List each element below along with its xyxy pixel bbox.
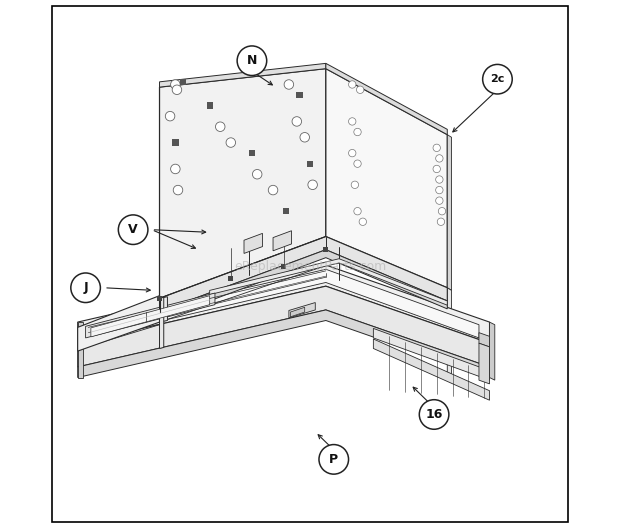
Polygon shape	[273, 231, 291, 251]
Circle shape	[226, 138, 236, 147]
Polygon shape	[289, 303, 316, 318]
Circle shape	[170, 164, 180, 174]
Polygon shape	[210, 259, 447, 305]
Circle shape	[351, 181, 358, 188]
Bar	[283, 208, 290, 214]
Polygon shape	[78, 265, 490, 343]
Bar	[249, 150, 255, 156]
Bar	[307, 161, 313, 167]
Circle shape	[319, 445, 348, 474]
Polygon shape	[159, 69, 326, 298]
Circle shape	[359, 218, 366, 225]
Circle shape	[436, 197, 443, 204]
Circle shape	[354, 160, 361, 167]
Polygon shape	[479, 333, 490, 347]
Polygon shape	[78, 322, 83, 378]
Bar	[296, 92, 303, 98]
Circle shape	[348, 149, 356, 157]
Circle shape	[354, 208, 361, 215]
Circle shape	[482, 64, 512, 94]
Text: eReplacementParts.com: eReplacementParts.com	[234, 260, 386, 273]
Bar	[206, 102, 213, 109]
Polygon shape	[373, 328, 490, 380]
Circle shape	[348, 118, 356, 125]
Bar	[180, 79, 187, 85]
Circle shape	[308, 180, 317, 190]
Text: 2c: 2c	[490, 74, 505, 84]
Polygon shape	[78, 310, 490, 378]
Text: V: V	[128, 223, 138, 236]
Circle shape	[436, 176, 443, 183]
Polygon shape	[290, 307, 304, 317]
Polygon shape	[159, 297, 167, 322]
Circle shape	[118, 215, 148, 244]
Circle shape	[216, 122, 225, 131]
Text: N: N	[247, 54, 257, 67]
Circle shape	[356, 86, 364, 93]
Circle shape	[172, 85, 182, 95]
Polygon shape	[86, 293, 215, 338]
Circle shape	[300, 133, 309, 142]
Bar	[172, 139, 179, 146]
Circle shape	[419, 400, 449, 429]
Text: J: J	[83, 281, 88, 294]
Circle shape	[436, 155, 443, 162]
Polygon shape	[490, 322, 495, 380]
Bar	[157, 296, 162, 301]
Polygon shape	[479, 343, 490, 384]
Polygon shape	[373, 339, 490, 400]
Polygon shape	[447, 288, 451, 381]
Circle shape	[292, 117, 301, 126]
Polygon shape	[159, 297, 164, 348]
Circle shape	[348, 81, 356, 88]
Text: 16: 16	[425, 408, 443, 421]
Circle shape	[438, 208, 446, 215]
Circle shape	[436, 186, 443, 194]
Bar	[228, 276, 234, 281]
Text: P: P	[329, 453, 339, 466]
Circle shape	[354, 128, 361, 136]
Circle shape	[237, 46, 267, 76]
Polygon shape	[326, 69, 447, 288]
Circle shape	[166, 111, 175, 121]
Circle shape	[437, 218, 445, 225]
Circle shape	[433, 165, 440, 173]
Polygon shape	[78, 286, 490, 367]
Polygon shape	[244, 233, 262, 253]
Circle shape	[433, 144, 440, 152]
Polygon shape	[326, 63, 447, 135]
Polygon shape	[91, 296, 210, 337]
Circle shape	[173, 185, 183, 195]
Circle shape	[268, 185, 278, 195]
Polygon shape	[447, 135, 451, 290]
Circle shape	[252, 169, 262, 179]
Circle shape	[284, 80, 294, 89]
Bar	[323, 247, 329, 252]
Circle shape	[170, 80, 180, 89]
Polygon shape	[88, 269, 479, 338]
Circle shape	[71, 273, 100, 303]
Bar	[281, 264, 286, 269]
Polygon shape	[78, 296, 159, 351]
Polygon shape	[159, 63, 326, 87]
Polygon shape	[159, 250, 447, 319]
Polygon shape	[159, 237, 447, 312]
